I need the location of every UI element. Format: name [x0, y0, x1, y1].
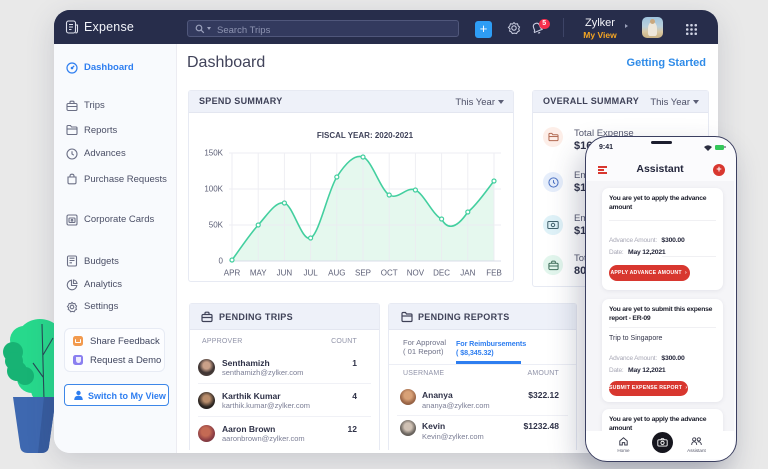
- svg-text:JAN: JAN: [460, 269, 475, 278]
- svg-text:SEP: SEP: [355, 269, 371, 278]
- svg-text:JUL: JUL: [303, 269, 318, 278]
- svg-text:150K: 150K: [204, 149, 223, 158]
- svg-text:FEB: FEB: [486, 269, 502, 278]
- svg-text:JUN: JUN: [277, 269, 293, 278]
- svg-text:APR: APR: [224, 269, 241, 278]
- svg-text:50K: 50K: [209, 221, 224, 230]
- svg-text:OCT: OCT: [381, 269, 398, 278]
- svg-text:DEC: DEC: [433, 269, 450, 278]
- svg-text:100K: 100K: [204, 185, 223, 194]
- svg-text:0: 0: [219, 257, 224, 266]
- svg-text:MAY: MAY: [250, 269, 267, 278]
- svg-text:NOV: NOV: [407, 269, 425, 278]
- svg-text:AUG: AUG: [328, 269, 345, 278]
